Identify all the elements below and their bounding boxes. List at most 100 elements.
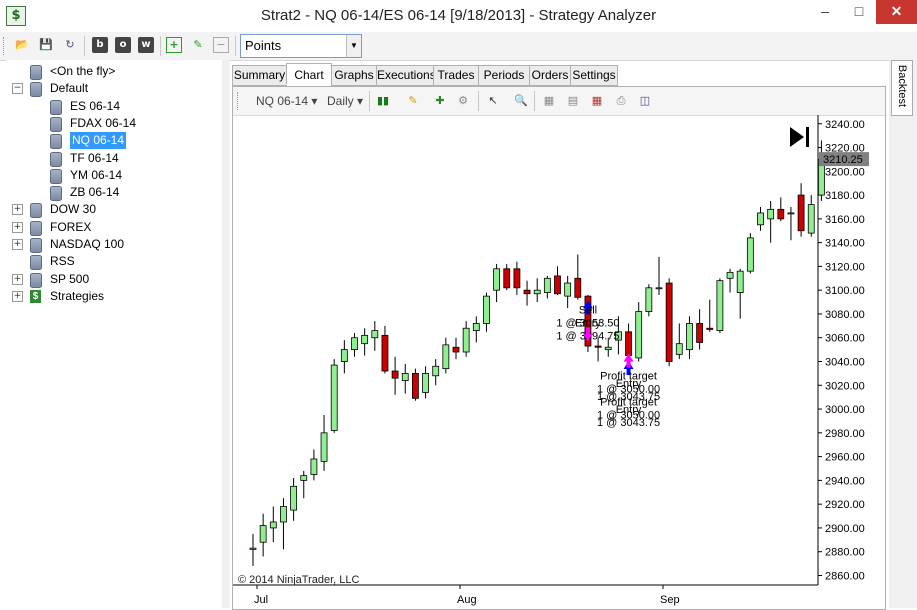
- add-icon[interactable]: +: [166, 37, 182, 53]
- expand-icon[interactable]: +: [12, 204, 23, 216]
- jump-to-end-icon[interactable]: [790, 127, 809, 147]
- up-candle[interactable]: [462, 327, 470, 353]
- tree-item[interactable]: + $ Strategies: [6, 288, 216, 305]
- tab-executions[interactable]: Executions: [376, 65, 436, 86]
- long-entry-arrow[interactable]: [623, 361, 634, 376]
- daily-o-button[interactable]: o: [115, 37, 131, 53]
- chevron-down-icon[interactable]: ▼: [346, 35, 361, 57]
- tree-item[interactable]: + FOREX: [6, 219, 216, 236]
- minimize-button[interactable]: –: [821, 3, 829, 19]
- chart-image-icon[interactable]: ▦: [591, 94, 603, 107]
- daily-b-button[interactable]: b: [92, 37, 108, 53]
- up-candle[interactable]: [564, 282, 572, 297]
- up-candle[interactable]: [736, 270, 744, 293]
- down-candle[interactable]: [503, 268, 511, 289]
- pencil-icon[interactable]: ✎: [408, 94, 418, 107]
- short-exit-arrow[interactable]: [623, 353, 634, 368]
- price-chart[interactable]: 3240.00 3220.00 3200.00 3180.00 3160.00 3140.…: [233, 115, 885, 607]
- data-box-icon[interactable]: ▦: [543, 94, 555, 107]
- tree-item[interactable]: RSS: [6, 253, 216, 271]
- up-candle[interactable]: [320, 432, 328, 462]
- instrument-selector[interactable]: NQ 06-14 ▾: [256, 94, 318, 108]
- expand-icon[interactable]: +: [12, 290, 23, 302]
- up-candle[interactable]: [330, 364, 338, 431]
- tree-item[interactable]: + SP 500: [6, 271, 216, 288]
- up-candle[interactable]: [472, 323, 480, 332]
- up-candle[interactable]: [432, 365, 440, 377]
- up-candle[interactable]: [746, 237, 754, 272]
- display-unit-select[interactable]: Points ▼: [240, 34, 362, 58]
- close-button[interactable]: ✕: [876, 0, 917, 24]
- tree-item[interactable]: ZB 06-14: [6, 184, 216, 202]
- down-candle[interactable]: [706, 327, 714, 330]
- up-candle[interactable]: [310, 458, 318, 475]
- collapse-icon[interactable]: −: [12, 83, 23, 95]
- up-candle[interactable]: [675, 343, 683, 355]
- down-candle[interactable]: [513, 268, 521, 289]
- refresh-icon[interactable]: ↻: [65, 38, 75, 51]
- up-candle[interactable]: [493, 268, 501, 291]
- down-candle[interactable]: [696, 323, 704, 343]
- tree-item[interactable]: + DOW 30: [6, 201, 216, 219]
- remove-icon[interactable]: −: [213, 37, 229, 53]
- cursor-icon[interactable]: ↖: [488, 94, 498, 107]
- up-candle[interactable]: [361, 334, 369, 345]
- up-candle[interactable]: [371, 330, 379, 339]
- period-selector[interactable]: Daily ▾: [327, 94, 364, 108]
- down-candle[interactable]: [665, 282, 673, 362]
- down-candle[interactable]: [777, 208, 785, 220]
- maximize-button[interactable]: □: [854, 3, 864, 19]
- up-candle[interactable]: [645, 287, 653, 312]
- tab-trades[interactable]: Trades: [433, 65, 479, 86]
- up-candle[interactable]: [401, 372, 409, 381]
- tree-item[interactable]: YM 06-14: [6, 167, 216, 184]
- print-icon[interactable]: ⎙: [616, 94, 626, 107]
- panel-splitter[interactable]: [222, 60, 230, 608]
- down-candle[interactable]: [452, 346, 460, 353]
- down-candle[interactable]: [523, 289, 531, 295]
- save-icon[interactable]: 💾: [39, 38, 53, 51]
- tab-chart[interactable]: Chart: [286, 63, 332, 85]
- up-candle[interactable]: [483, 295, 490, 324]
- up-candle[interactable]: [787, 212, 795, 215]
- up-candle[interactable]: [807, 204, 815, 234]
- tree-item[interactable]: TF 06-14: [6, 150, 216, 167]
- up-candle[interactable]: [543, 277, 551, 293]
- add-indicator-icon[interactable]: ✚: [435, 94, 445, 107]
- tree-item[interactable]: FDAX 06-14: [6, 115, 216, 132]
- expand-icon[interactable]: +: [12, 273, 23, 285]
- up-candle[interactable]: [716, 280, 724, 332]
- up-candle[interactable]: [290, 485, 297, 511]
- up-candle[interactable]: [249, 547, 257, 550]
- tab-periods[interactable]: Periods: [478, 65, 530, 86]
- toolbar-grip[interactable]: [3, 37, 7, 55]
- up-candle[interactable]: [767, 208, 775, 220]
- tree-item[interactable]: − Default: [6, 80, 216, 98]
- tree-item[interactable]: + NASDAQ 100: [6, 236, 216, 253]
- short-exit-arrow[interactable]: [582, 327, 593, 342]
- down-candle[interactable]: [411, 372, 419, 399]
- tab-settings[interactable]: Settings: [570, 65, 618, 86]
- down-candle[interactable]: [381, 334, 389, 372]
- calendar-icon[interactable]: ▤: [567, 94, 579, 107]
- chart-toolbar-grip[interactable]: [237, 92, 241, 110]
- down-candle[interactable]: [625, 331, 632, 356]
- up-candle[interactable]: [259, 525, 267, 543]
- up-candle[interactable]: [442, 344, 450, 370]
- expand-icon[interactable]: +: [12, 239, 23, 250]
- tab-graphs[interactable]: Graphs: [331, 65, 377, 86]
- long-entry-arrow[interactable]: [582, 300, 593, 315]
- up-candle[interactable]: [533, 289, 541, 295]
- up-candle[interactable]: [269, 521, 277, 529]
- open-folder-icon[interactable]: 📂: [15, 38, 29, 51]
- up-candle[interactable]: [604, 346, 612, 351]
- daily-w-button[interactable]: w: [138, 37, 154, 53]
- expand-icon[interactable]: +: [12, 221, 23, 233]
- up-candle[interactable]: [351, 337, 358, 351]
- down-candle[interactable]: [554, 275, 561, 295]
- up-candle[interactable]: [655, 287, 663, 290]
- tree-item[interactable]: ES 06-14: [6, 98, 216, 115]
- tab-summary[interactable]: Summary: [232, 65, 287, 86]
- up-candle[interactable]: [635, 311, 643, 359]
- tree-item[interactable]: <On the fly>: [6, 63, 216, 80]
